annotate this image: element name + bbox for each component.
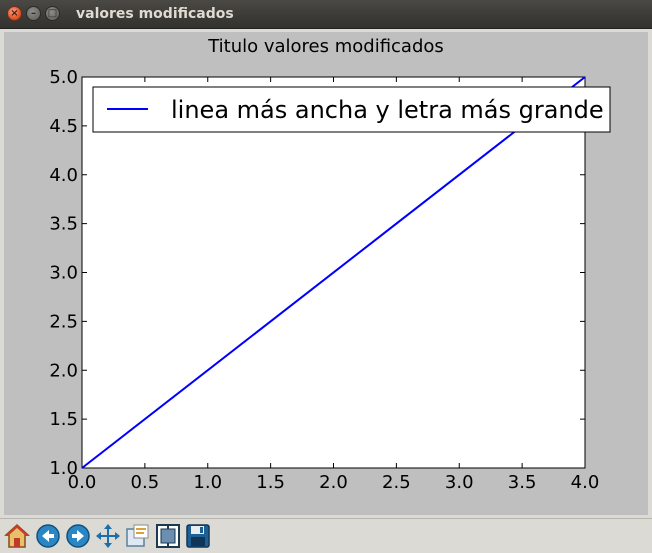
y-tick-label: 2.5: [49, 311, 78, 332]
window-title: valores modificados: [76, 6, 234, 22]
series-lines: [81, 76, 586, 469]
y-tick-label: 1.0: [49, 458, 78, 479]
save-button[interactable]: [185, 523, 211, 549]
close-window-button[interactable]: ×: [7, 6, 22, 21]
y-tick-label: 1.5: [49, 409, 78, 430]
home-icon: [4, 523, 30, 548]
arrow-right-icon: [66, 524, 90, 548]
navigation-toolbar: [0, 518, 652, 553]
axis-ticks: 0.0 0.5 1.0 1.5 2.0 2.5 3.0 3.5 4.0 1.0 1.5 2.0 2.5 3…: [49, 67, 599, 493]
x-tick-label: 1.0: [193, 472, 222, 493]
move-arrows-icon: [96, 524, 120, 548]
legend: linea más ancha y letra más grande: [92, 86, 611, 133]
series-line: [81, 76, 586, 469]
zoom-rect-icon: [126, 524, 149, 547]
y-tick-label: 4.5: [49, 116, 78, 137]
x-tick-label: 0.5: [131, 472, 160, 493]
x-tick-label: 2.5: [382, 472, 411, 493]
title-bar[interactable]: × – □ valores modificados: [0, 0, 652, 29]
x-tick-label: 4.0: [571, 472, 600, 493]
close-icon: ×: [10, 8, 19, 19]
chart-title: Titulo valores modificados: [207, 36, 444, 57]
y-tick-label: 5.0: [49, 67, 78, 88]
minimize-icon: –: [31, 8, 36, 19]
subplots-icon: [156, 524, 180, 548]
x-tick-label: 0.0: [68, 472, 97, 493]
x-tick-label: 3.0: [445, 472, 474, 493]
minimize-window-button[interactable]: –: [26, 6, 41, 21]
home-button[interactable]: [4, 523, 30, 549]
legend-box: [92, 86, 611, 133]
y-tick-label: 2.0: [49, 360, 78, 381]
zoom-button[interactable]: [125, 523, 151, 549]
floppy-disk-icon: [186, 524, 210, 548]
arrow-left-icon: [36, 524, 60, 548]
x-tick-label: 1.5: [256, 472, 285, 493]
maximize-window-button[interactable]: □: [45, 6, 60, 21]
x-tick-label: 2.0: [319, 472, 348, 493]
y-tick-label: 4.0: [49, 165, 78, 186]
back-button[interactable]: [35, 523, 61, 549]
subplots-button[interactable]: [155, 523, 181, 549]
figure-canvas[interactable]: Titulo valores modificados 0.0 0.5 1.0 1.5 2…: [0, 29, 652, 518]
maximize-icon: □: [47, 8, 58, 19]
y-tick-label: 3.0: [49, 263, 78, 284]
pan-button[interactable]: [95, 523, 121, 549]
x-tick-label: 3.5: [508, 472, 537, 493]
y-tick-label: 3.5: [49, 214, 78, 235]
forward-button[interactable]: [65, 523, 91, 549]
plot-svg: Titulo valores modificados 0.0 0.5 1.0 1.5 2…: [4, 32, 648, 515]
legend-label: linea más ancha y letra más grande: [171, 96, 604, 124]
